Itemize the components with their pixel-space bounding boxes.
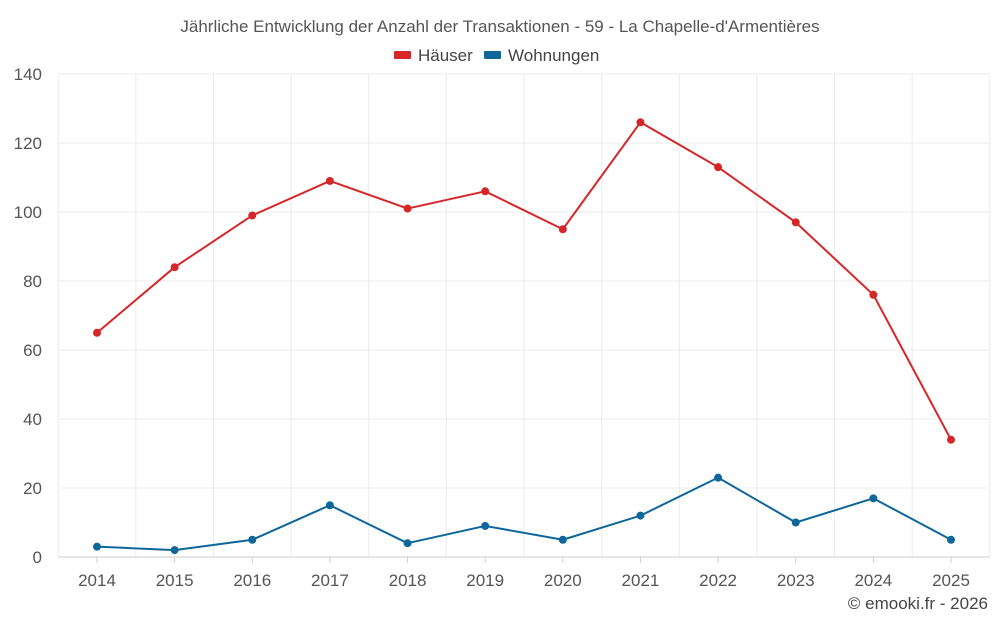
data-point-wohnungen [947, 535, 955, 544]
y-tick-label: 0 [33, 548, 42, 567]
x-tick-label: 2017 [311, 571, 349, 590]
x-tick-label: 2014 [78, 571, 116, 590]
x-tick-label: 2015 [156, 571, 194, 590]
x-tick-label: 2019 [466, 571, 504, 590]
data-point-haeuser [869, 290, 878, 299]
data-point-haeuser [636, 118, 645, 127]
data-point-wohnungen [170, 546, 179, 555]
legend-label-haeuser: Häuser [418, 46, 473, 65]
data-point-wohnungen [636, 511, 645, 520]
data-point-wohnungen [714, 473, 723, 482]
grid-lines [57, 73, 991, 558]
data-point-wohnungen [93, 542, 101, 551]
y-tick-label: 80 [23, 272, 42, 291]
y-tick-label: 120 [14, 134, 42, 153]
data-point-haeuser [558, 225, 567, 234]
x-axis: 2014 2015 2016 2017 2018 2019 2020 2021 2022 2023… [78, 557, 970, 590]
legend-item-haeuser[interactable]: Häuser [394, 46, 473, 65]
series-line-haeuser [96, 121, 952, 441]
x-tick-label: 2022 [699, 571, 737, 590]
credit-text: © emooki.fr - 2026 [848, 594, 988, 613]
data-point-wohnungen [481, 521, 490, 530]
data-point-wohnungen [248, 535, 257, 544]
x-tick-label: 2016 [233, 571, 271, 590]
data-point-haeuser [947, 435, 955, 444]
data-point-haeuser [714, 163, 723, 172]
y-tick-label: 60 [23, 341, 42, 360]
series-line-wohnungen [96, 476, 952, 552]
series-layer [93, 118, 955, 555]
x-tick-label: 2025 [932, 571, 970, 590]
y-tick-label: 100 [14, 203, 42, 222]
y-tick-label: 140 [14, 65, 42, 84]
y-tick-label: 20 [23, 479, 42, 498]
legend-label-wohnungen: Wohnungen [508, 46, 599, 65]
chart-title: Jährliche Entwicklung der Anzahl der Tra… [180, 17, 819, 36]
data-point-haeuser [403, 204, 412, 213]
data-point-wohnungen [558, 535, 567, 544]
data-point-haeuser [248, 211, 257, 220]
data-point-wohnungen [403, 539, 412, 548]
legend: Häuser Wohnungen [394, 46, 599, 65]
data-point-haeuser [93, 328, 101, 337]
data-point-haeuser [170, 263, 179, 272]
data-point-haeuser [791, 218, 800, 227]
x-tick-label: 2021 [622, 571, 660, 590]
data-point-haeuser [481, 187, 490, 196]
legend-swatch-wohnungen [484, 51, 501, 59]
y-axis: 0 20 40 60 80 100 120 140 [14, 65, 42, 567]
data-point-wohnungen [869, 494, 878, 503]
x-tick-label: 2024 [854, 571, 892, 590]
x-tick-label: 2023 [777, 571, 815, 590]
data-point-haeuser [325, 176, 334, 185]
legend-item-wohnungen[interactable]: Wohnungen [484, 46, 599, 65]
data-point-wohnungen [325, 501, 334, 510]
x-tick-label: 2020 [544, 571, 582, 590]
x-tick-label: 2018 [389, 571, 427, 590]
y-tick-label: 40 [23, 410, 42, 429]
legend-swatch-haeuser [394, 51, 411, 59]
data-point-wohnungen [791, 518, 800, 527]
